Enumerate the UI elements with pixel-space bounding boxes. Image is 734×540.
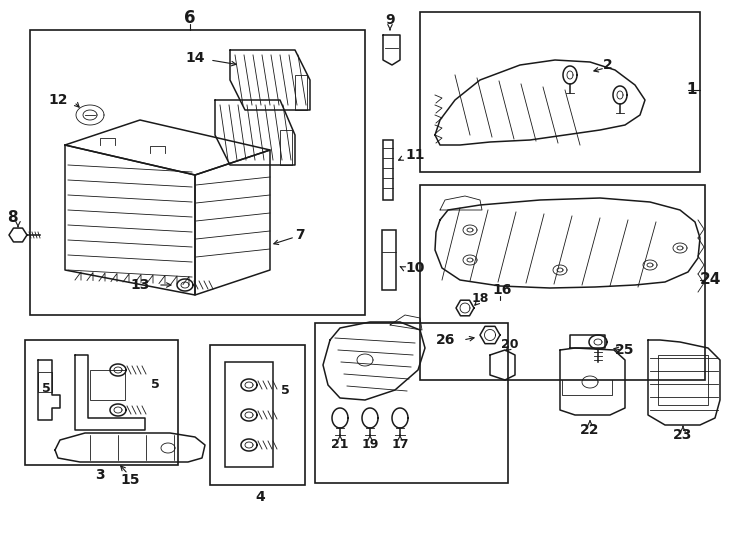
Text: 14: 14 xyxy=(186,51,205,65)
Text: 8: 8 xyxy=(7,211,18,226)
Text: 6: 6 xyxy=(184,9,196,27)
Bar xyxy=(315,323,508,483)
Text: 24: 24 xyxy=(700,273,721,287)
Text: 25: 25 xyxy=(615,343,635,357)
Bar xyxy=(90,370,125,400)
Bar xyxy=(210,345,305,485)
Text: 12: 12 xyxy=(48,93,68,107)
Text: 10: 10 xyxy=(405,261,424,275)
Bar xyxy=(25,340,178,465)
Bar xyxy=(420,185,705,380)
Text: 7: 7 xyxy=(295,228,305,242)
Bar xyxy=(383,140,393,200)
Text: 17: 17 xyxy=(391,437,409,450)
Text: 21: 21 xyxy=(331,437,349,450)
Bar xyxy=(658,355,708,405)
Text: 18: 18 xyxy=(471,292,489,305)
Text: 22: 22 xyxy=(581,423,600,437)
Text: 4: 4 xyxy=(255,490,265,504)
Text: 19: 19 xyxy=(361,437,379,450)
Bar xyxy=(382,230,396,290)
Text: 5: 5 xyxy=(280,383,289,396)
Text: 11: 11 xyxy=(405,148,424,162)
Text: 2: 2 xyxy=(603,58,613,72)
Text: 23: 23 xyxy=(673,428,693,442)
Text: 9: 9 xyxy=(385,13,395,27)
Text: 20: 20 xyxy=(501,339,519,352)
Bar xyxy=(30,30,365,315)
Text: 13: 13 xyxy=(131,278,150,292)
Text: 1: 1 xyxy=(687,83,697,98)
Bar xyxy=(295,75,307,110)
Bar xyxy=(280,130,292,165)
Text: 5: 5 xyxy=(42,381,51,395)
Bar xyxy=(225,362,273,467)
Text: 3: 3 xyxy=(95,468,105,482)
Bar xyxy=(420,12,700,172)
Text: 16: 16 xyxy=(493,283,512,297)
Bar xyxy=(38,372,52,392)
Text: 5: 5 xyxy=(150,379,159,392)
Text: 26: 26 xyxy=(435,333,455,347)
Text: 15: 15 xyxy=(120,473,139,487)
